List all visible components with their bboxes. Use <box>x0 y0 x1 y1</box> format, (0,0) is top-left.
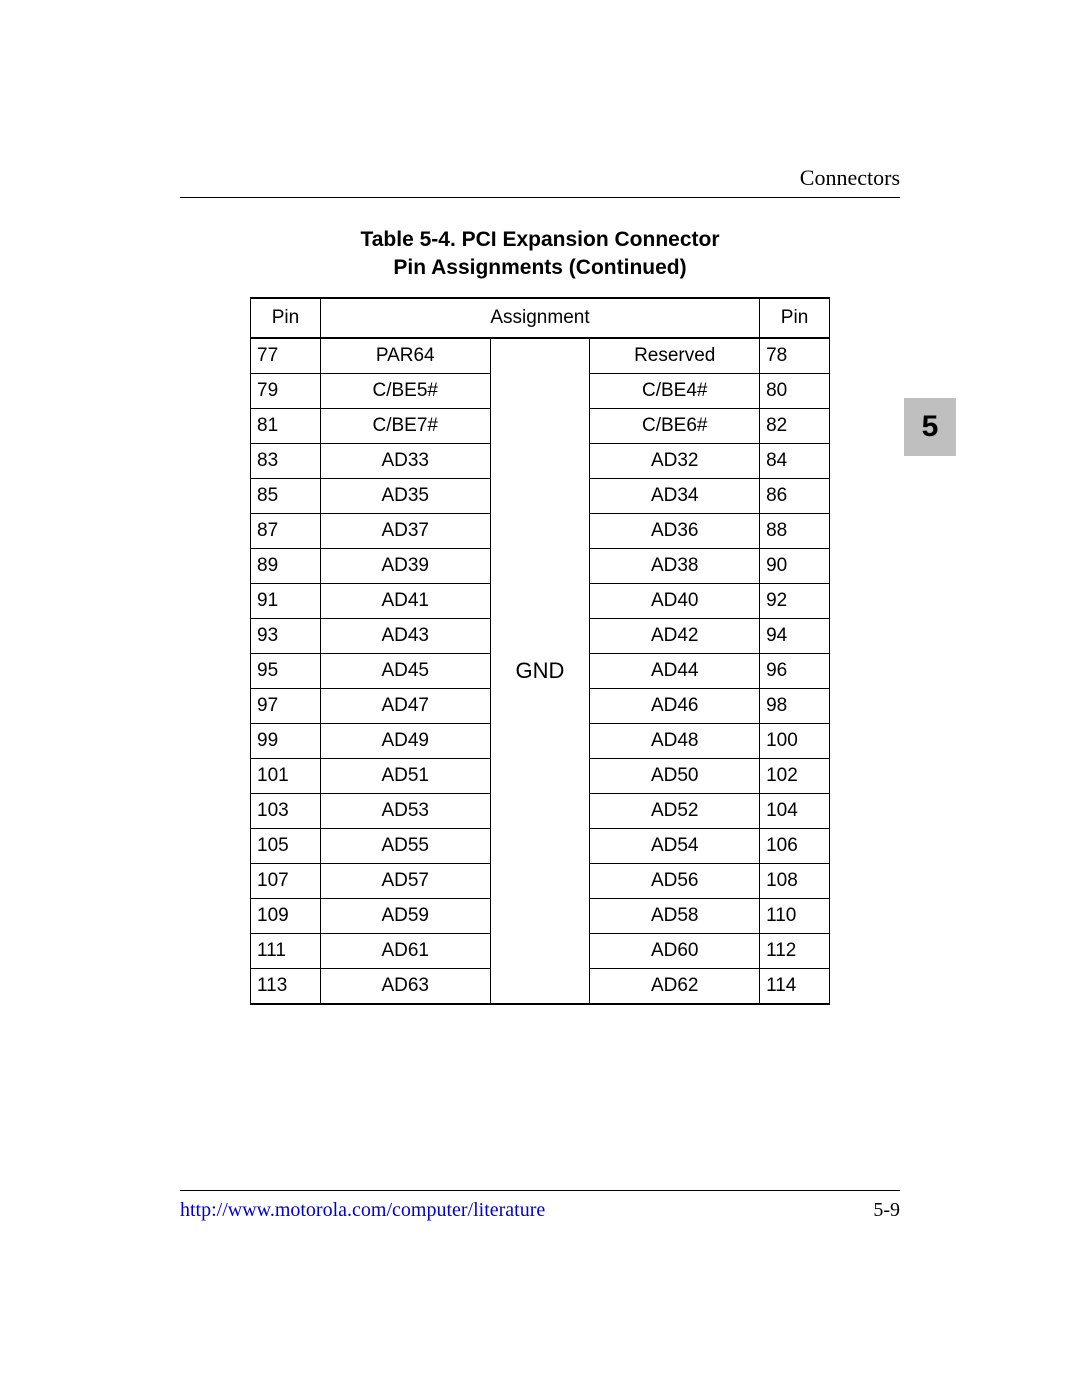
cell-pin-right: 106 <box>760 828 830 863</box>
table-wrapper: Pin Assignment Pin 77PAR64GNDReserved787… <box>250 297 830 1005</box>
col-header-pin-left: Pin <box>251 298 321 338</box>
cell-assignment-right: AD34 <box>590 478 760 513</box>
cell-pin-left: 103 <box>251 793 321 828</box>
table-title-line2: Pin Assignments (Continued) <box>393 256 686 279</box>
cell-pin-right: 102 <box>760 758 830 793</box>
cell-pin-right: 110 <box>760 898 830 933</box>
cell-pin-left: 97 <box>251 688 321 723</box>
cell-pin-right: 86 <box>760 478 830 513</box>
cell-assignment-right: AD54 <box>590 828 760 863</box>
cell-pin-left: 87 <box>251 513 321 548</box>
cell-pin-left: 113 <box>251 968 321 1004</box>
footer: http://www.motorola.com/computer/literat… <box>180 1190 900 1222</box>
footer-link[interactable]: http://www.motorola.com/computer/literat… <box>180 1199 545 1222</box>
cell-pin-right: 90 <box>760 548 830 583</box>
cell-pin-right: 82 <box>760 408 830 443</box>
cell-assignment-right: AD52 <box>590 793 760 828</box>
cell-gnd: GND <box>490 338 590 1004</box>
cell-pin-left: 79 <box>251 373 321 408</box>
cell-pin-left: 77 <box>251 338 321 374</box>
cell-pin-left: 93 <box>251 618 321 653</box>
content-area: Connectors Table 5-4. PCI Expansion Conn… <box>180 165 900 1005</box>
cell-pin-right: 112 <box>760 933 830 968</box>
cell-assignment-left: AD39 <box>320 548 490 583</box>
cell-assignment-right: AD44 <box>590 653 760 688</box>
cell-assignment-right: Reserved <box>590 338 760 374</box>
cell-assignment-right: AD60 <box>590 933 760 968</box>
cell-assignment-right: C/BE4# <box>590 373 760 408</box>
cell-pin-left: 109 <box>251 898 321 933</box>
header-rule <box>180 197 900 198</box>
cell-assignment-left: AD37 <box>320 513 490 548</box>
cell-assignment-right: AD42 <box>590 618 760 653</box>
table-title-line1: Table 5-4. PCI Expansion Connector <box>360 228 719 251</box>
cell-assignment-left: AD35 <box>320 478 490 513</box>
cell-pin-left: 107 <box>251 863 321 898</box>
chapter-tab: 5 <box>904 398 956 456</box>
cell-assignment-left: PAR64 <box>320 338 490 374</box>
cell-pin-right: 100 <box>760 723 830 758</box>
cell-pin-right: 84 <box>760 443 830 478</box>
cell-assignment-right: AD38 <box>590 548 760 583</box>
cell-assignment-left: AD41 <box>320 583 490 618</box>
cell-pin-left: 111 <box>251 933 321 968</box>
table-body: 77PAR64GNDReserved7879C/BE5#C/BE4#8081C/… <box>251 338 830 1004</box>
col-header-assignment: Assignment <box>320 298 759 338</box>
cell-assignment-left: AD61 <box>320 933 490 968</box>
cell-pin-right: 88 <box>760 513 830 548</box>
cell-assignment-left: AD49 <box>320 723 490 758</box>
cell-pin-left: 89 <box>251 548 321 583</box>
cell-pin-left: 101 <box>251 758 321 793</box>
cell-assignment-right: AD50 <box>590 758 760 793</box>
cell-assignment-left: AD51 <box>320 758 490 793</box>
cell-pin-right: 96 <box>760 653 830 688</box>
cell-assignment-right: AD36 <box>590 513 760 548</box>
section-title: Connectors <box>180 165 900 191</box>
cell-assignment-left: AD63 <box>320 968 490 1004</box>
cell-pin-left: 99 <box>251 723 321 758</box>
cell-assignment-left: AD57 <box>320 863 490 898</box>
cell-assignment-right: AD62 <box>590 968 760 1004</box>
cell-assignment-right: AD40 <box>590 583 760 618</box>
chapter-tab-label: 5 <box>922 410 939 444</box>
cell-assignment-left: AD53 <box>320 793 490 828</box>
cell-assignment-left: C/BE5# <box>320 373 490 408</box>
table-header-row: Pin Assignment Pin <box>251 298 830 338</box>
cell-assignment-right: AD48 <box>590 723 760 758</box>
page: Connectors Table 5-4. PCI Expansion Conn… <box>0 0 1080 1397</box>
cell-assignment-right: AD32 <box>590 443 760 478</box>
cell-assignment-left: AD55 <box>320 828 490 863</box>
cell-pin-left: 81 <box>251 408 321 443</box>
pin-assignment-table: Pin Assignment Pin 77PAR64GNDReserved787… <box>250 297 830 1005</box>
cell-assignment-right: AD56 <box>590 863 760 898</box>
footer-rule <box>180 1190 900 1191</box>
cell-pin-right: 92 <box>760 583 830 618</box>
footer-page-number: 5-9 <box>873 1199 900 1222</box>
cell-pin-left: 95 <box>251 653 321 688</box>
footer-row: http://www.motorola.com/computer/literat… <box>180 1199 900 1222</box>
cell-pin-left: 83 <box>251 443 321 478</box>
cell-pin-right: 78 <box>760 338 830 374</box>
cell-assignment-left: AD47 <box>320 688 490 723</box>
col-header-pin-right: Pin <box>760 298 830 338</box>
cell-pin-right: 94 <box>760 618 830 653</box>
cell-assignment-left: AD59 <box>320 898 490 933</box>
table-row: 77PAR64GNDReserved78 <box>251 338 830 374</box>
cell-assignment-right: AD58 <box>590 898 760 933</box>
cell-assignment-left: C/BE7# <box>320 408 490 443</box>
cell-pin-right: 80 <box>760 373 830 408</box>
cell-assignment-right: AD46 <box>590 688 760 723</box>
cell-pin-left: 85 <box>251 478 321 513</box>
cell-assignment-left: AD43 <box>320 618 490 653</box>
cell-pin-right: 104 <box>760 793 830 828</box>
cell-pin-right: 98 <box>760 688 830 723</box>
table-title: Table 5-4. PCI Expansion Connector Pin A… <box>180 226 900 283</box>
cell-assignment-right: C/BE6# <box>590 408 760 443</box>
cell-assignment-left: AD45 <box>320 653 490 688</box>
cell-assignment-left: AD33 <box>320 443 490 478</box>
cell-pin-right: 108 <box>760 863 830 898</box>
cell-pin-right: 114 <box>760 968 830 1004</box>
cell-pin-left: 105 <box>251 828 321 863</box>
cell-pin-left: 91 <box>251 583 321 618</box>
